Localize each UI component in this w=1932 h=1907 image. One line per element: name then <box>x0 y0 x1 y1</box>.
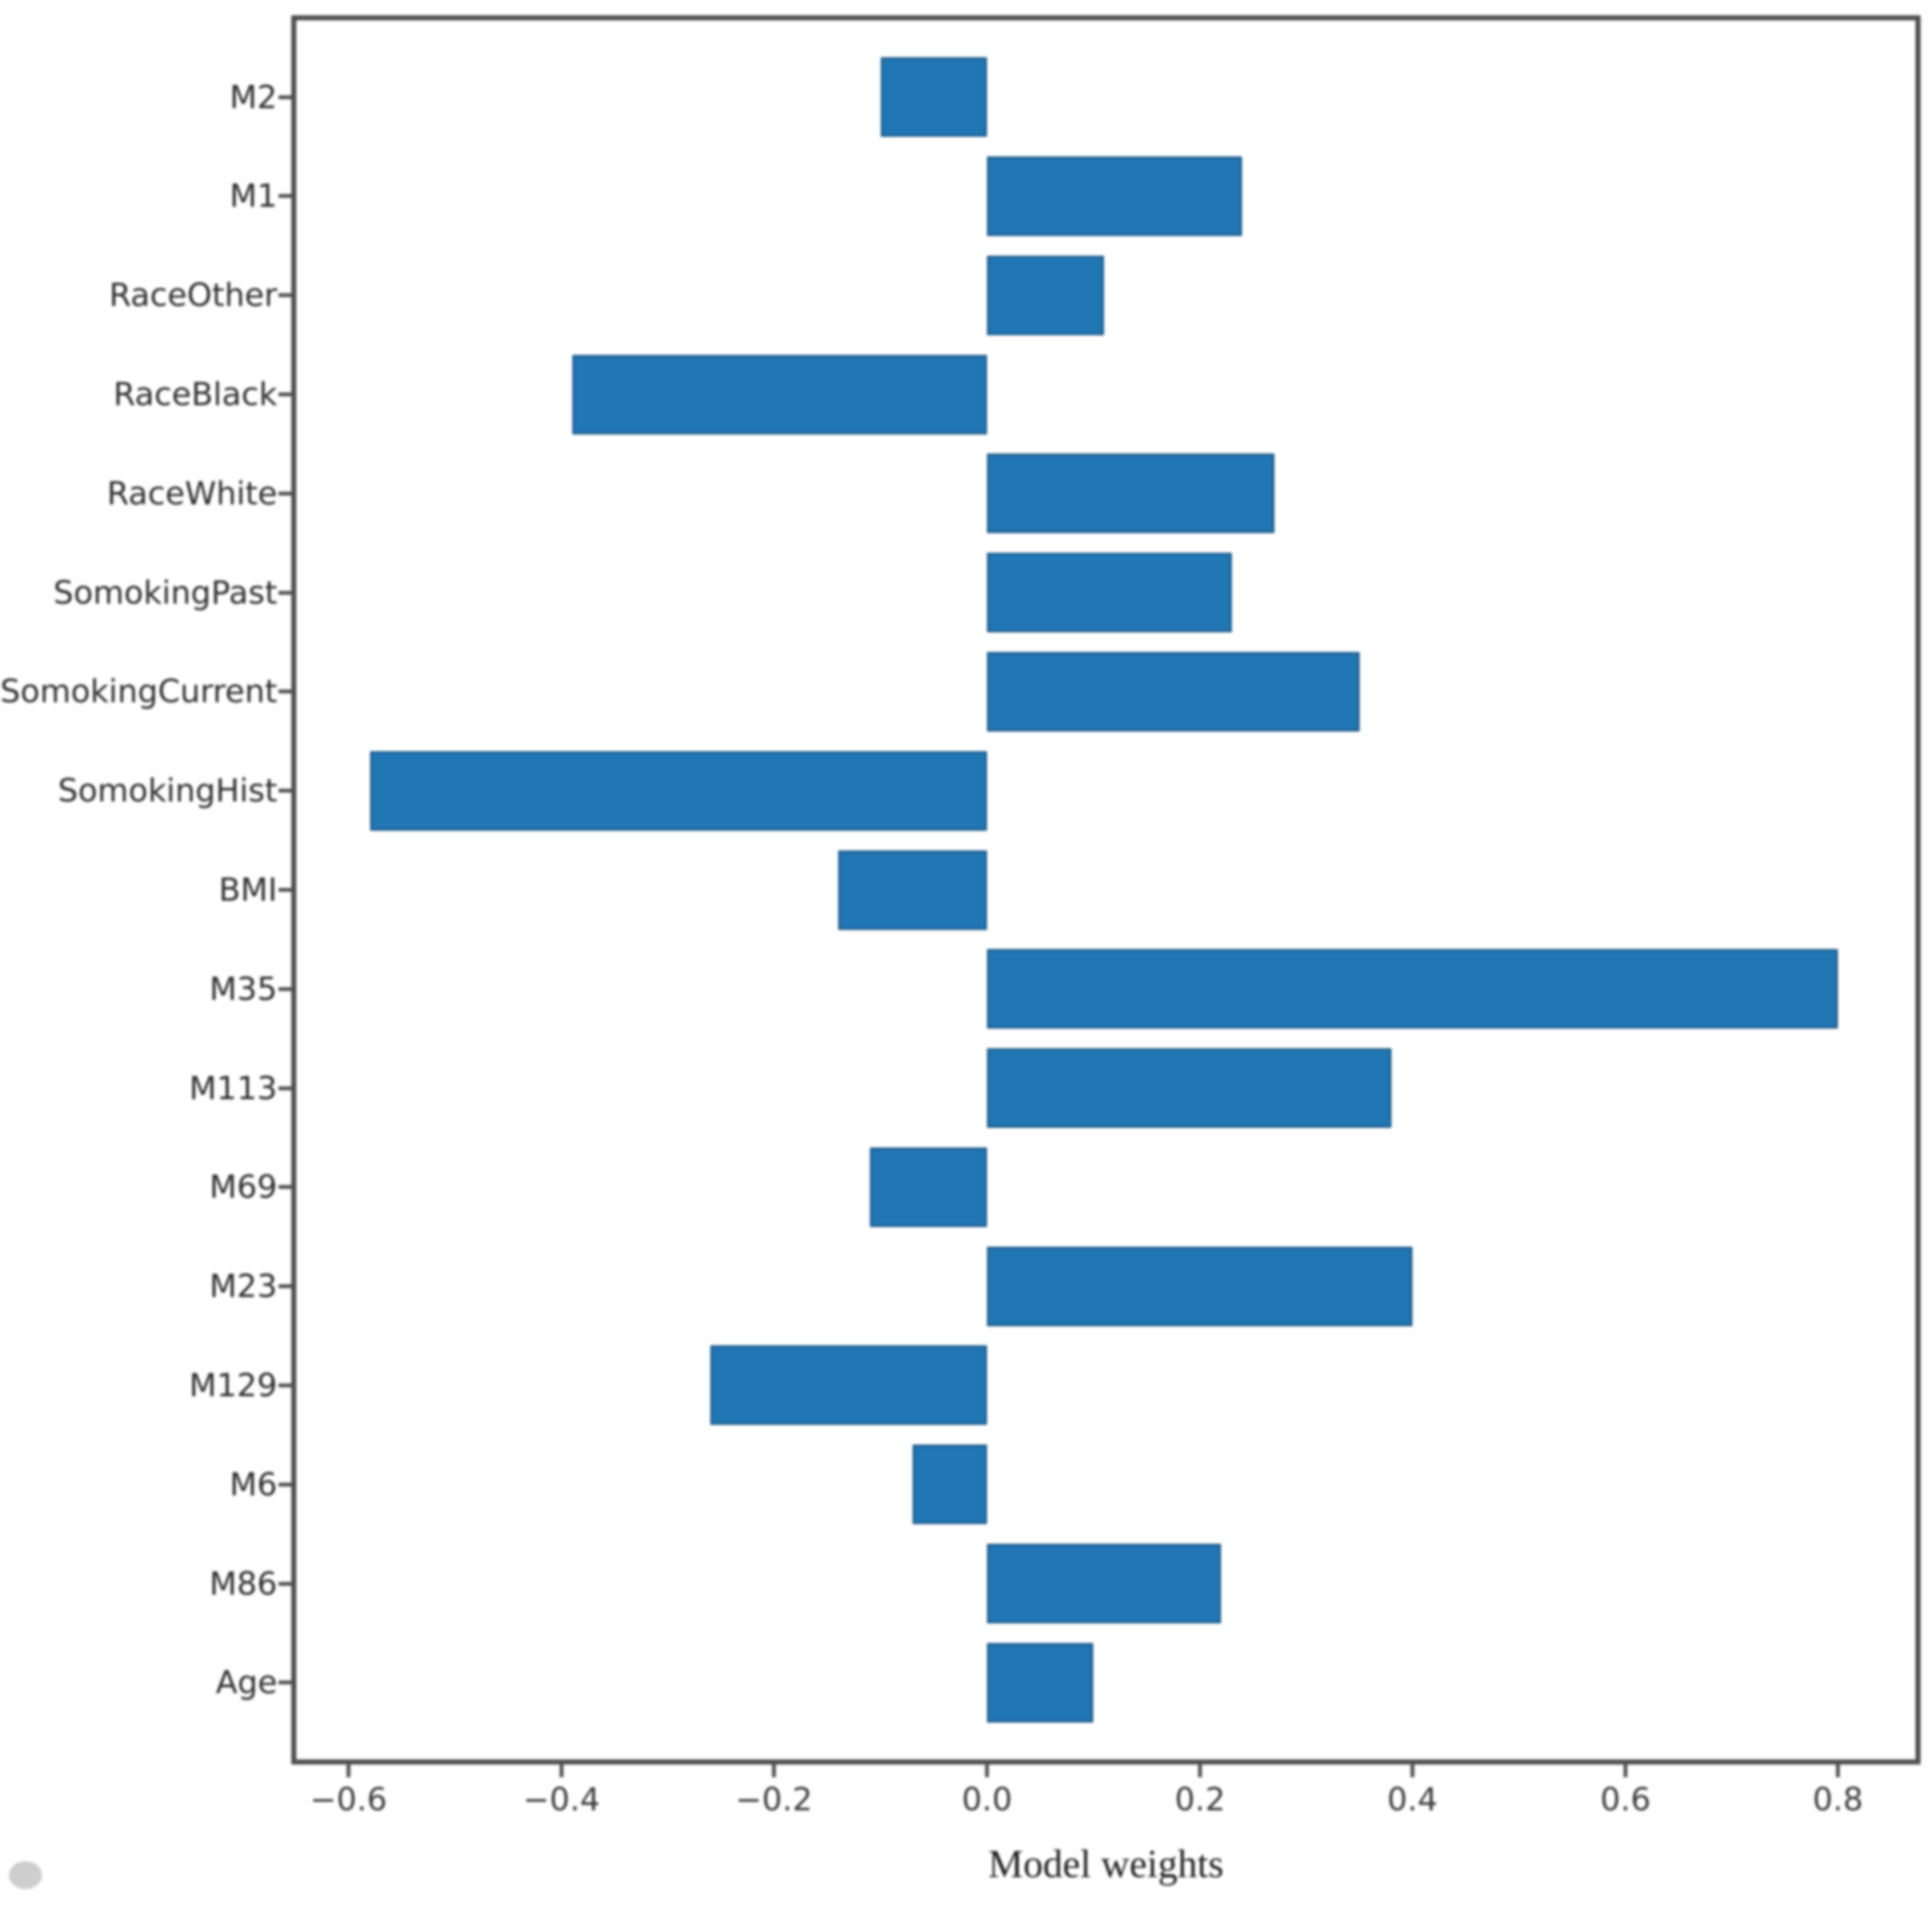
y-tick-label-M6: M6 <box>230 1466 277 1503</box>
x-tick-label-−0.2: −0.2 <box>735 1781 813 1818</box>
bar-M23 <box>987 1247 1412 1326</box>
x-tick-−0.6 <box>347 1765 350 1777</box>
x-tick-0.4 <box>1411 1765 1414 1777</box>
plot-frame <box>291 15 1921 1765</box>
bar-RaceOther <box>987 256 1104 335</box>
y-tick-label-SomokingHist: SomokingHist <box>57 772 277 809</box>
x-tick-label-0.2: 0.2 <box>1175 1781 1225 1818</box>
bar-RaceBlack <box>572 355 987 434</box>
y-tick-SomokingPast <box>279 591 291 595</box>
y-tick-label-RaceWhite: RaceWhite <box>107 475 277 512</box>
x-tick-0.0 <box>985 1765 989 1777</box>
x-tick-label-0.8: 0.8 <box>1812 1781 1863 1818</box>
x-tick-−0.2 <box>772 1765 776 1777</box>
bar-M69 <box>870 1148 987 1227</box>
y-tick-label-M129: M129 <box>189 1367 277 1404</box>
y-tick-label-SomokingPast: SomokingPast <box>53 574 277 611</box>
bar-M113 <box>987 1048 1391 1128</box>
x-tick-0.6 <box>1624 1765 1627 1777</box>
y-tick-M69 <box>279 1185 291 1189</box>
bar-M86 <box>987 1544 1221 1623</box>
bar-SomokingHist <box>370 751 987 831</box>
bar-M6 <box>913 1445 987 1524</box>
y-tick-Age <box>279 1681 291 1684</box>
bar-Age <box>987 1643 1093 1723</box>
y-tick-RaceOther <box>279 293 291 297</box>
x-tick-−0.4 <box>560 1765 563 1777</box>
y-tick-BMI <box>279 888 291 892</box>
bar-M35 <box>987 949 1838 1029</box>
y-tick-label-M2: M2 <box>230 79 277 116</box>
x-tick-label-0.0: 0.0 <box>962 1781 1012 1818</box>
bar-M129 <box>710 1345 987 1425</box>
y-tick-M113 <box>279 1086 291 1090</box>
y-tick-RaceBlack <box>279 392 291 396</box>
x-tick-label-0.6: 0.6 <box>1600 1781 1651 1818</box>
y-tick-SomokingHist <box>279 789 291 793</box>
y-tick-label-M23: M23 <box>209 1268 277 1305</box>
x-tick-0.8 <box>1836 1765 1840 1777</box>
bar-M2 <box>881 57 987 137</box>
x-tick-0.2 <box>1198 1765 1202 1777</box>
y-tick-label-M35: M35 <box>209 971 277 1008</box>
y-tick-SomokingCurrent <box>279 690 291 693</box>
y-tick-M2 <box>279 95 291 99</box>
x-tick-label-0.4: 0.4 <box>1387 1781 1438 1818</box>
bar-M1 <box>987 156 1242 236</box>
bar-RaceWhite <box>987 454 1274 533</box>
bar-BMI <box>838 850 987 930</box>
y-tick-M1 <box>279 194 291 198</box>
y-tick-label-M86: M86 <box>209 1565 277 1602</box>
bar-SomokingPast <box>987 553 1232 632</box>
scan-artifact <box>9 1861 42 1889</box>
y-tick-label-Age: Age <box>216 1664 277 1701</box>
y-tick-M86 <box>279 1582 291 1586</box>
bar-SomokingCurrent <box>987 652 1360 732</box>
y-tick-label-BMI: BMI <box>218 871 277 908</box>
y-tick-RaceWhite <box>279 492 291 496</box>
y-tick-label-M69: M69 <box>209 1168 277 1205</box>
y-tick-label-RaceBlack: RaceBlack <box>113 376 277 413</box>
x-tick-label-−0.4: −0.4 <box>523 1781 600 1818</box>
y-tick-label-RaceOther: RaceOther <box>109 277 277 314</box>
y-tick-M129 <box>279 1383 291 1387</box>
y-tick-label-M113: M113 <box>189 1070 277 1107</box>
x-axis-title: Model weights <box>988 1843 1224 1886</box>
y-tick-M6 <box>279 1483 291 1487</box>
x-tick-label-−0.6: −0.6 <box>310 1781 387 1818</box>
y-tick-label-M1: M1 <box>230 177 277 214</box>
y-tick-M23 <box>279 1284 291 1288</box>
y-tick-label-SomokingCurrent: SomokingCurrent <box>0 673 277 710</box>
y-tick-M35 <box>279 987 291 991</box>
